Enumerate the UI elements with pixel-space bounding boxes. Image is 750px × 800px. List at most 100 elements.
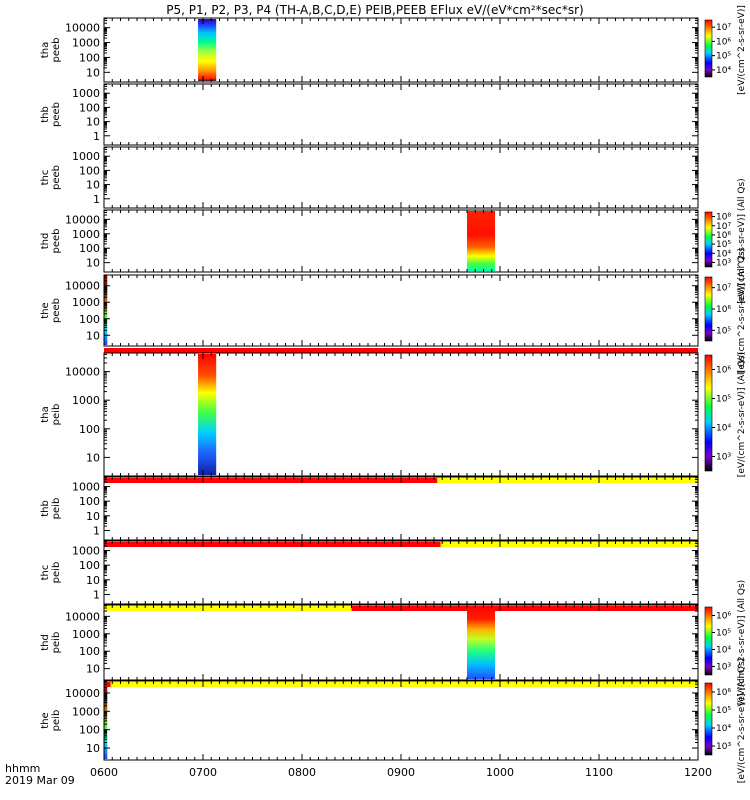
panel-y-label: thcpeeb (40, 165, 62, 190)
panel-tha-peib: 10000 1000 100 10 thapeib 10⁶ 10⁵ 10⁴ 10³ [eV/(cm… (40, 352, 747, 483)
y-tick-label: 10 (86, 451, 100, 464)
y-tick-label: 1000 (72, 296, 100, 309)
colorbar-tick-label: 10³ (716, 453, 731, 463)
status-bar-segment (437, 478, 698, 483)
panel-the-peeb: 10000 1000 100 10 thepeeb 10⁷ 10⁶ 10⁵ [eV/(cm^2-… (40, 248, 747, 373)
colorbar-tick-label: 10⁶ (716, 305, 731, 315)
panel-the-peib: 10000 1000 100 10 thepeib 10⁶ 10⁵ 10⁴ 10³ [eV/(cm… (40, 658, 747, 783)
panel-y-label: thbpeeb (40, 102, 62, 127)
panel-y-label-line: thb (40, 106, 51, 123)
y-tick-label: 10 (86, 510, 100, 523)
panel-y-label: thbpeib (40, 498, 62, 520)
y-tick-label: 10 (86, 179, 100, 192)
y-tick-label: 1000 (72, 37, 100, 50)
y-tick-label: 1 (93, 524, 100, 537)
panel-y-label: thepeeb (40, 298, 62, 323)
panel-y-label-line: peeb (51, 298, 62, 323)
spectrogram-block (198, 19, 217, 81)
x-tick-label: 0700 (189, 766, 217, 779)
colorbar-tick-label: 10⁶ (716, 612, 731, 622)
y-tick-label: 100 (79, 645, 100, 658)
y-tick-label: 10 (86, 66, 100, 79)
status-bar-segment (440, 542, 698, 547)
panel-y-label-line: tha (40, 406, 51, 422)
colorbar (704, 606, 713, 676)
y-tick-label: 10000 (65, 366, 100, 379)
colorbar-label: [eV/(cm^2-s-sr-eV)] (All Qs) (737, 352, 747, 477)
panel-y-label-line: peib (51, 404, 62, 426)
colorbar-tick-label: 10⁸ (716, 213, 731, 223)
y-tick-label: 100 (79, 559, 100, 572)
colorbar-label: [eV/(cm^2-s-sr-eV)] (All Qs) (737, 248, 747, 373)
x-tick-label: 1200 (684, 766, 712, 779)
x-tick-label: 0900 (387, 766, 415, 779)
panel-y-label-line: peeb (51, 38, 62, 63)
panel-frame (103, 274, 699, 347)
colorbar-tick-label: 10³ (716, 742, 731, 752)
panel-y-label-line: the (40, 302, 51, 318)
y-tick-label: 1000 (72, 150, 100, 163)
panel-y-label-line: thc (40, 170, 51, 186)
y-tick-label: 1 (93, 130, 100, 143)
colorbar-tick-label: 10⁵ (716, 326, 731, 336)
panel-y-label-line: peeb (51, 165, 62, 190)
x-tick-label: 0600 (90, 766, 118, 779)
colorbar-label: [eV/(cm^2-s-sr-eV)] (All Qs) (737, 178, 747, 303)
colorbar-tick-label: 10⁴ (716, 249, 731, 259)
panel-y-label-line: tha (40, 42, 51, 58)
colorbar-tick-label: 10⁴ (716, 66, 731, 76)
panel-y-label-line: thb (40, 500, 51, 517)
y-tick-label: 1 (93, 193, 100, 206)
y-tick-label: 10 (86, 742, 100, 755)
colorbar (704, 19, 713, 78)
panel-frame (103, 604, 699, 681)
x-tick-label: 0800 (288, 766, 316, 779)
panel-y-label: thepeib (40, 710, 62, 732)
colorbar (704, 276, 713, 342)
panel-y-label: thapeib (40, 404, 62, 426)
y-tick-label: 1000 (72, 705, 100, 718)
hhmm-label: hhmm (5, 762, 40, 775)
colorbar-label: [eV/(cm^2-s-sr-eV)] (All Qs) (737, 658, 747, 783)
colorbar-label: [eV/(cm^2-s-sr-eV)] (737, 5, 747, 95)
y-tick-label: 1000 (72, 87, 100, 100)
colorbar-tick-label: 10⁵ (716, 706, 731, 716)
chart-title: P5, P1, P2, P3, P4 (TH-A,B,C,D,E) PEIB,P… (166, 3, 583, 17)
panel-y-label-line: thd (40, 634, 51, 651)
panel-frame (103, 352, 699, 477)
y-tick-label: 10000 (65, 22, 100, 35)
colorbar-tick-label: 10⁶ (716, 688, 731, 698)
status-bar-segment (110, 682, 699, 687)
colorbar-tick-label: 10⁴ (716, 424, 731, 434)
panel-frame (103, 209, 699, 273)
y-tick-label: 100 (79, 423, 100, 436)
colorbar-tick-label: 10⁴ (716, 724, 731, 734)
y-tick-label: 10000 (65, 687, 100, 700)
panel-frame (103, 476, 699, 541)
colorbar (704, 354, 713, 472)
panel-y-label: thdpeib (40, 632, 62, 654)
status-bar-segment (351, 606, 698, 611)
spectrogram-block (467, 606, 496, 679)
colorbar-tick-label: 10⁶ (716, 37, 731, 47)
y-tick-label: 10 (86, 663, 100, 676)
x-tick-label: 1100 (585, 766, 613, 779)
y-tick-label: 10 (86, 257, 100, 270)
y-tick-label: 100 (79, 101, 100, 114)
colorbar-tick-label: 10⁵ (716, 52, 731, 62)
y-tick-label: 100 (79, 495, 100, 508)
panel-y-label-line: peib (51, 498, 62, 520)
panel-y-label-line: peib (51, 562, 62, 584)
panel-y-label-line: peib (51, 632, 62, 654)
colorbar-tick-label: 10⁵ (716, 629, 731, 639)
panel-y-label-line: thc (40, 565, 51, 581)
panel-thd-peib: 10000 1000 100 10 thdpeib 10⁶ 10⁵ 10⁴ 10³ [eV/(cm… (40, 580, 747, 705)
colorbar-tick-label: 10³ (716, 258, 731, 268)
x-axis-labels: 0600 0700 0800 0900 1000 1100 1200 (90, 766, 712, 779)
colorbar (704, 211, 713, 268)
